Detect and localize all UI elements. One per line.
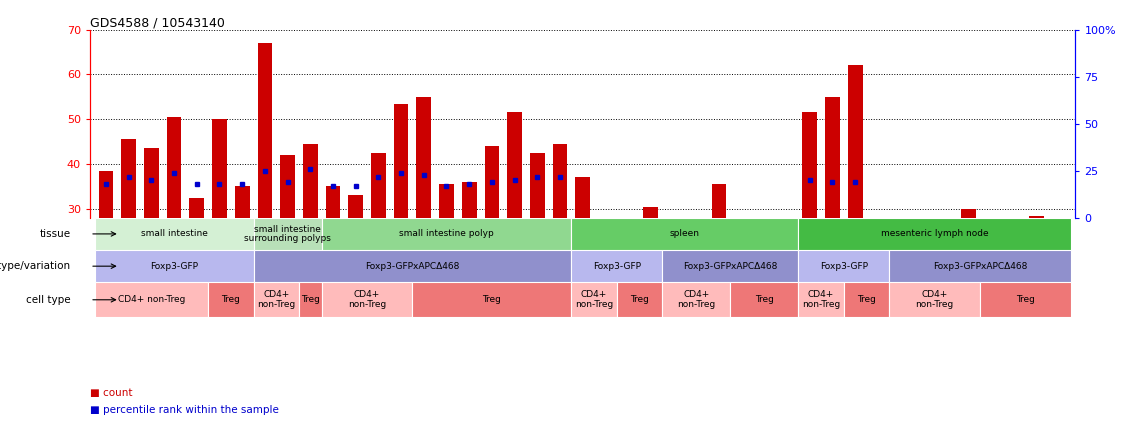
Text: small intestine polyp: small intestine polyp (399, 229, 494, 239)
Text: GDS4588 / 10543140: GDS4588 / 10543140 (90, 16, 225, 30)
Bar (757, 218, 771, 240)
Bar (507, 113, 522, 218)
Bar (253, 282, 298, 317)
Bar (99, 171, 114, 218)
Text: Foxp3-GFP: Foxp3-GFP (592, 262, 641, 271)
Bar (212, 119, 226, 218)
Text: CD4+
non-Treg: CD4+ non-Treg (348, 291, 386, 309)
Bar (620, 218, 635, 231)
Bar (712, 184, 726, 218)
Text: tissue: tissue (39, 229, 70, 239)
Bar (779, 218, 795, 244)
Bar (843, 282, 890, 317)
Bar (253, 250, 571, 282)
Bar (370, 153, 386, 218)
Bar (235, 187, 250, 218)
Bar (553, 144, 568, 218)
Bar (253, 218, 322, 250)
Bar (980, 282, 1071, 317)
Bar (298, 282, 322, 317)
Text: CD4+ non-Treg: CD4+ non-Treg (118, 295, 185, 304)
Bar (939, 218, 954, 220)
Bar (571, 218, 798, 250)
Bar (1029, 216, 1044, 218)
Text: Treg: Treg (754, 295, 774, 304)
Text: CD4+
non-Treg: CD4+ non-Treg (802, 291, 840, 309)
Text: Foxp3-GFP: Foxp3-GFP (150, 262, 198, 271)
Bar (95, 282, 208, 317)
Bar (462, 182, 476, 218)
Bar (798, 282, 843, 317)
Bar (848, 66, 863, 218)
Bar (280, 155, 295, 218)
Bar (984, 218, 999, 220)
Bar (825, 97, 840, 218)
Text: spleen: spleen (670, 229, 700, 239)
Bar (662, 250, 798, 282)
Text: ■ percentile rank within the sample: ■ percentile rank within the sample (90, 404, 279, 415)
Bar (167, 117, 181, 218)
Bar (144, 148, 159, 218)
Text: small intestine: small intestine (141, 229, 207, 239)
Text: Foxp3-GFPxAPCΔ468: Foxp3-GFPxAPCΔ468 (365, 262, 459, 271)
Bar (258, 43, 272, 218)
Bar (890, 282, 980, 317)
Text: Treg: Treg (631, 295, 649, 304)
Bar (575, 178, 590, 218)
Bar (95, 218, 253, 250)
Text: cell type: cell type (26, 295, 70, 305)
Bar (325, 187, 340, 218)
Bar (890, 250, 1071, 282)
Bar (962, 209, 976, 218)
Text: Foxp3-GFP: Foxp3-GFP (820, 262, 868, 271)
Bar (734, 218, 749, 249)
Bar (1052, 218, 1066, 220)
Bar (617, 282, 662, 317)
Text: CD4+
non-Treg: CD4+ non-Treg (915, 291, 954, 309)
Text: genotype/variation: genotype/variation (0, 261, 70, 271)
Bar (122, 140, 136, 218)
Bar (571, 250, 662, 282)
Text: mesenteric lymph node: mesenteric lymph node (881, 229, 989, 239)
Bar (303, 144, 318, 218)
Bar (322, 218, 571, 250)
Bar (662, 282, 731, 317)
Bar (417, 97, 431, 218)
Bar (915, 218, 930, 220)
Bar (348, 195, 363, 218)
Text: Treg: Treg (222, 295, 240, 304)
Bar (530, 153, 545, 218)
Text: small intestine
surrounding polyps: small intestine surrounding polyps (244, 225, 331, 243)
Bar (798, 250, 890, 282)
Text: ■ count: ■ count (90, 387, 133, 398)
Bar (189, 198, 204, 218)
Text: Treg: Treg (857, 295, 876, 304)
Bar (798, 218, 1071, 250)
Bar (1007, 218, 1021, 321)
Bar (484, 146, 499, 218)
Text: Foxp3-GFPxAPCΔ468: Foxp3-GFPxAPCΔ468 (683, 262, 777, 271)
Text: Treg: Treg (482, 295, 501, 304)
Text: Treg: Treg (1016, 295, 1035, 304)
Text: CD4+
non-Treg: CD4+ non-Treg (677, 291, 715, 309)
Text: Treg: Treg (301, 295, 320, 304)
Bar (439, 184, 454, 218)
Bar (667, 218, 681, 231)
Bar (643, 206, 659, 218)
Text: CD4+
non-Treg: CD4+ non-Treg (575, 291, 614, 309)
Bar (322, 282, 412, 317)
Bar (412, 282, 571, 317)
Bar (571, 282, 617, 317)
Bar (803, 113, 817, 218)
Bar (208, 282, 253, 317)
Text: CD4+
non-Treg: CD4+ non-Treg (257, 291, 295, 309)
Bar (95, 250, 253, 282)
Bar (394, 104, 409, 218)
Text: Foxp3-GFPxAPCΔ468: Foxp3-GFPxAPCΔ468 (932, 262, 1027, 271)
Bar (731, 282, 798, 317)
